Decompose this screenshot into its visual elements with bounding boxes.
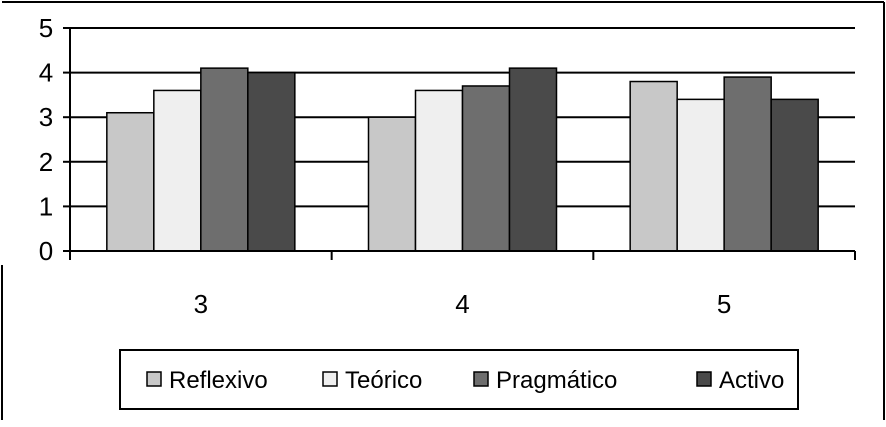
bar-teórico-5 [676, 98, 725, 252]
bar-teórico-4 [414, 89, 464, 252]
legend-swatch-reflexivo [146, 371, 162, 387]
x-category-label: 5 [717, 289, 731, 319]
legend-label-reflexivo: Reflexivo [169, 367, 268, 394]
bars [106, 67, 819, 252]
y-tick-label: 4 [39, 58, 53, 88]
x-category-label: 4 [455, 289, 469, 319]
y-tick-label: 0 [39, 236, 53, 266]
bar-pragmático-4 [461, 85, 511, 252]
legend-box [119, 349, 799, 410]
legend-swatch-pragmático [473, 371, 489, 387]
axes [63, 27, 856, 260]
y-tick-label: 3 [39, 102, 53, 132]
bar-pragmático-3 [200, 67, 249, 252]
legend-swatch-teórico [322, 371, 338, 387]
bar-reflexivo-4 [367, 116, 417, 252]
x-category-label: 3 [194, 289, 208, 319]
bar-reflexivo-3 [106, 111, 155, 252]
legend-label-teórico: Teórico [345, 367, 422, 394]
bar-pragmático-5 [723, 76, 772, 252]
y-tick-label: 1 [39, 191, 53, 221]
labels: 0 1 2 3 4 5 3 4 5 [39, 13, 732, 319]
bar-activo-4 [508, 67, 558, 252]
bar-activo-3 [247, 71, 296, 252]
bar-activo-5 [770, 98, 819, 252]
y-tick-label: 5 [39, 13, 53, 43]
legend: Reflexivo Teórico Pragmático Activo [119, 349, 799, 410]
bar-teórico-3 [153, 89, 202, 252]
y-tick-label: 2 [39, 147, 53, 177]
legend-swatch-activo [696, 371, 712, 387]
legend-label-activo: Activo [719, 367, 784, 394]
bar-reflexivo-5 [629, 80, 678, 252]
legend-label-pragmático: Pragmático [496, 367, 617, 394]
